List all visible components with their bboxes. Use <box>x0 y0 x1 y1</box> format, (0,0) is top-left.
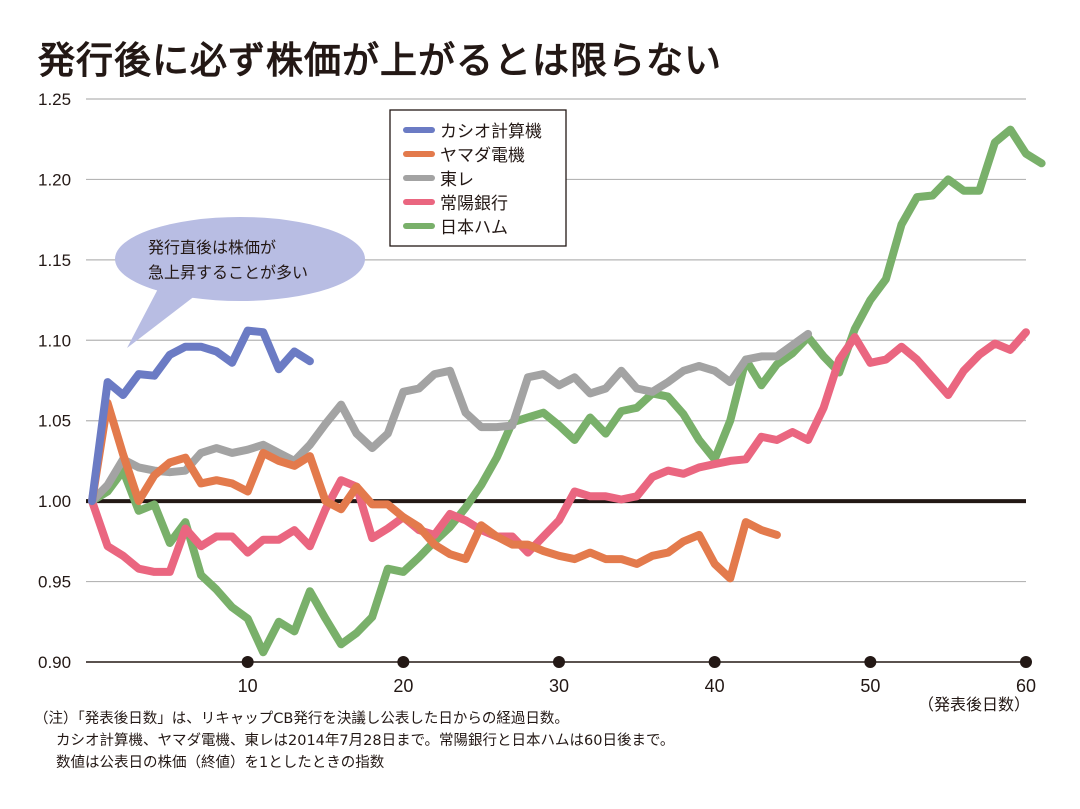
y-tick-label: 0.90 <box>38 653 71 672</box>
annotation-bubble-body <box>115 217 365 301</box>
y-tick-label: 1.25 <box>38 90 71 109</box>
annotation-text-line-1: 発行直後は株価が <box>148 238 276 257</box>
legend-label: ヤマダ電機 <box>440 146 525 166</box>
x-axis-label: （発表後日数） <box>918 695 1031 714</box>
footnote-line-1: （注）「発表後日数」は、リキャップCB発行を決議し公表した日からの経過日数。 <box>34 711 569 727</box>
series-line-1 <box>88 399 781 583</box>
annotation-text-line-2: 急上昇することが多い <box>148 263 308 282</box>
x-tick-label: 20 <box>393 676 413 696</box>
series-line-2 <box>88 329 813 506</box>
x-tick-label: 10 <box>238 676 258 696</box>
y-tick-label: 1.00 <box>38 492 71 511</box>
y-tick-label: 1.15 <box>38 251 71 270</box>
x-tick-label: 40 <box>705 676 725 696</box>
x-tick-dot <box>864 656 877 668</box>
annotation-bubble-tail <box>127 285 200 348</box>
legend-label: 東レ <box>440 170 474 190</box>
chart-title: 発行後に必ず株価が上がるとは限らない <box>38 38 722 82</box>
x-tick-label: 30 <box>549 676 569 696</box>
x-tick-dot <box>1020 656 1032 668</box>
x-axis: 10 20 30 40 50 60 <box>238 656 1036 696</box>
legend-label: カシオ計算機 <box>440 122 542 142</box>
series-line-3 <box>88 328 1030 576</box>
x-tick-label: 50 <box>860 676 880 696</box>
legend-label: 常陽銀行 <box>440 194 508 214</box>
footnotes: （注）「発表後日数」は、リキャップCB発行を決議し公表した日からの経過日数。 カ… <box>34 708 674 774</box>
series-lines <box>88 125 1046 657</box>
x-tick-dot <box>553 656 565 668</box>
y-tick-label: 1.05 <box>38 412 71 431</box>
x-tick-label: 60 <box>1016 676 1036 696</box>
footnote-line-2: カシオ計算機、ヤマダ電機、東レは2014年7月28日まで。常陽銀行と日本ハムは6… <box>56 733 675 749</box>
annotation-bubble: 発行直後は株価が 急上昇することが多い <box>115 217 365 348</box>
footnote-line-3: 数値は公表日の株価（終値）を1としたときの指数 <box>56 755 385 771</box>
y-tick-label: 0.95 <box>38 573 71 592</box>
x-tick-dot <box>397 656 410 668</box>
y-tick-label: 1.20 <box>38 170 71 189</box>
y-axis-ticks: 0.90 0.95 1.00 1.05 1.10 1.15 1.20 1.25 <box>38 90 71 672</box>
legend-label: 日本ハム <box>440 218 508 238</box>
x-tick-dot <box>241 656 254 668</box>
x-tick-dot <box>708 656 721 668</box>
series-line-0 <box>88 326 314 506</box>
y-tick-label: 1.10 <box>38 331 71 350</box>
series-line-4 <box>88 125 1046 657</box>
